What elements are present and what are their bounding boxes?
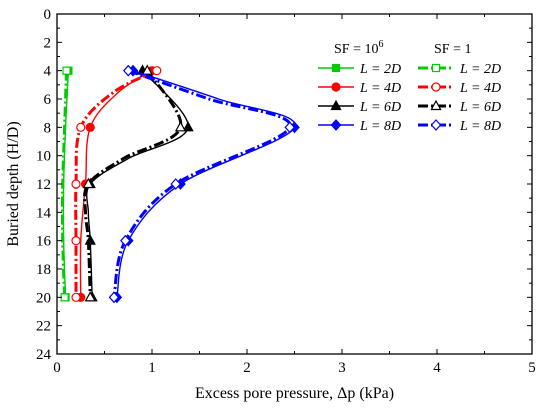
data-point — [120, 234, 131, 247]
legend-label: L = 2D — [459, 62, 501, 77]
legend-marker — [431, 63, 441, 73]
x-tick-label: 4 — [433, 360, 441, 376]
legend-marker — [430, 119, 442, 131]
legend-entry: L = 2D — [318, 62, 401, 77]
data-point — [71, 179, 81, 189]
legend-label: L = 8D — [459, 119, 501, 134]
data-point — [71, 236, 81, 246]
legend-heading: SF = 106 — [334, 39, 383, 57]
y-tick-label: 2 — [44, 35, 52, 51]
series-5 — [82, 64, 187, 302]
data-point — [152, 66, 162, 76]
y-tick-label: 8 — [44, 120, 52, 136]
plot-area — [60, 64, 300, 304]
data-point — [122, 64, 134, 77]
data-point — [60, 293, 69, 302]
data-point — [84, 291, 96, 302]
legend-label: L = 6D — [459, 100, 501, 115]
legend-marker — [331, 63, 341, 73]
data-point — [174, 121, 187, 132]
legend-entry: L = 8D — [418, 119, 501, 134]
y-tick-label: 6 — [44, 92, 52, 108]
series-line — [79, 70, 153, 298]
data-point — [82, 177, 94, 189]
legend-entry: L = 8D — [318, 119, 401, 134]
legend-entry: L = 6D — [318, 99, 401, 115]
series-line — [116, 70, 296, 298]
legend-entry: L = 6D — [418, 99, 501, 115]
data-point — [108, 291, 120, 304]
data-point — [71, 292, 81, 302]
y-tick-label: 22 — [36, 319, 51, 335]
legend-entry: L = 4D — [318, 81, 401, 96]
y-tick-label: 18 — [36, 262, 51, 278]
legend-label: L = 8D — [359, 119, 401, 134]
data-point — [284, 121, 296, 134]
legend-marker — [330, 99, 342, 111]
y-tick-label: 4 — [44, 64, 52, 80]
y-tick-label: 0 — [44, 7, 52, 23]
series-1 — [60, 66, 71, 302]
x-axis-title: Excess pore pressure, Δp (kPa) — [195, 385, 394, 402]
legend-marker — [331, 82, 341, 92]
legend: SF = 106 SF = 1 L = 2D L = 2D L = 4D L = 4D L … — [318, 39, 501, 134]
y-tick-label: 20 — [36, 290, 51, 306]
legend-entry: L = 4D — [418, 81, 501, 96]
x-tick-label: 5 — [528, 360, 536, 376]
series-line — [74, 69, 158, 298]
legend-label: L = 2D — [359, 62, 401, 77]
y-tick-label: 10 — [36, 149, 51, 165]
legend-marker — [330, 119, 342, 131]
y-tick-label: 16 — [36, 234, 52, 250]
data-point — [62, 66, 71, 75]
legend-marker — [431, 82, 441, 92]
y-tick-label: 14 — [36, 205, 52, 221]
data-point — [141, 64, 153, 75]
legend-marker — [430, 99, 442, 111]
series-3 — [71, 66, 162, 302]
data-point — [85, 122, 95, 132]
legend-label: L = 6D — [359, 100, 401, 115]
data-point — [76, 122, 86, 132]
data-point — [170, 178, 182, 190]
legend-label: L = 4D — [459, 81, 501, 96]
x-tick-label: 3 — [338, 360, 346, 376]
y-tick-label: 24 — [36, 347, 52, 363]
legend-heading: SF = 1 — [434, 42, 471, 57]
y-axis-title: Buried depth (H/D) — [5, 121, 22, 246]
x-tick-label: 2 — [243, 360, 251, 376]
data-point — [182, 121, 194, 132]
x-tick-label: 1 — [148, 360, 156, 376]
legend-entry: L = 2D — [418, 62, 501, 77]
series-7 — [108, 64, 296, 304]
series-line — [60, 70, 68, 298]
x-tick-label: 0 — [53, 360, 61, 376]
legend-label: L = 4D — [359, 81, 401, 96]
y-tick-label: 12 — [36, 177, 51, 193]
series-6 — [111, 64, 300, 304]
series-line — [112, 69, 292, 298]
